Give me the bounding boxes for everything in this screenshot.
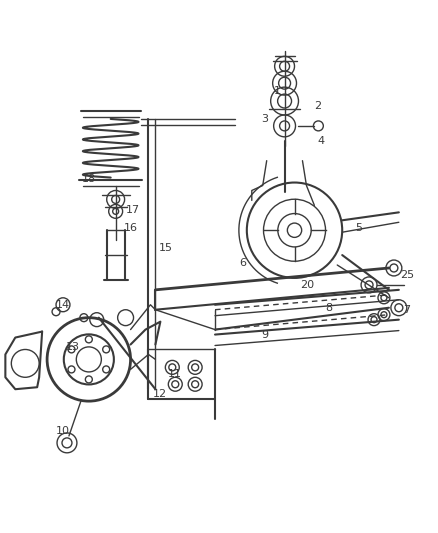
Text: 4: 4: [318, 136, 325, 146]
Text: 3: 3: [261, 114, 268, 124]
Text: 20: 20: [300, 280, 314, 290]
Text: 18: 18: [82, 174, 96, 183]
Text: 9: 9: [261, 329, 268, 340]
Text: 1: 1: [274, 86, 281, 96]
Text: 11: 11: [168, 369, 182, 379]
Text: 14: 14: [56, 300, 70, 310]
Text: 8: 8: [326, 303, 333, 313]
Text: 7: 7: [403, 305, 410, 314]
Text: 25: 25: [400, 270, 414, 280]
Text: 13: 13: [66, 343, 80, 352]
Text: 12: 12: [153, 389, 167, 399]
Text: 2: 2: [314, 101, 321, 111]
Text: 10: 10: [56, 426, 70, 436]
Text: 17: 17: [126, 205, 140, 215]
Text: 16: 16: [124, 223, 138, 233]
Text: 5: 5: [356, 223, 363, 233]
Text: 15: 15: [159, 243, 172, 253]
Text: 6: 6: [239, 258, 246, 268]
